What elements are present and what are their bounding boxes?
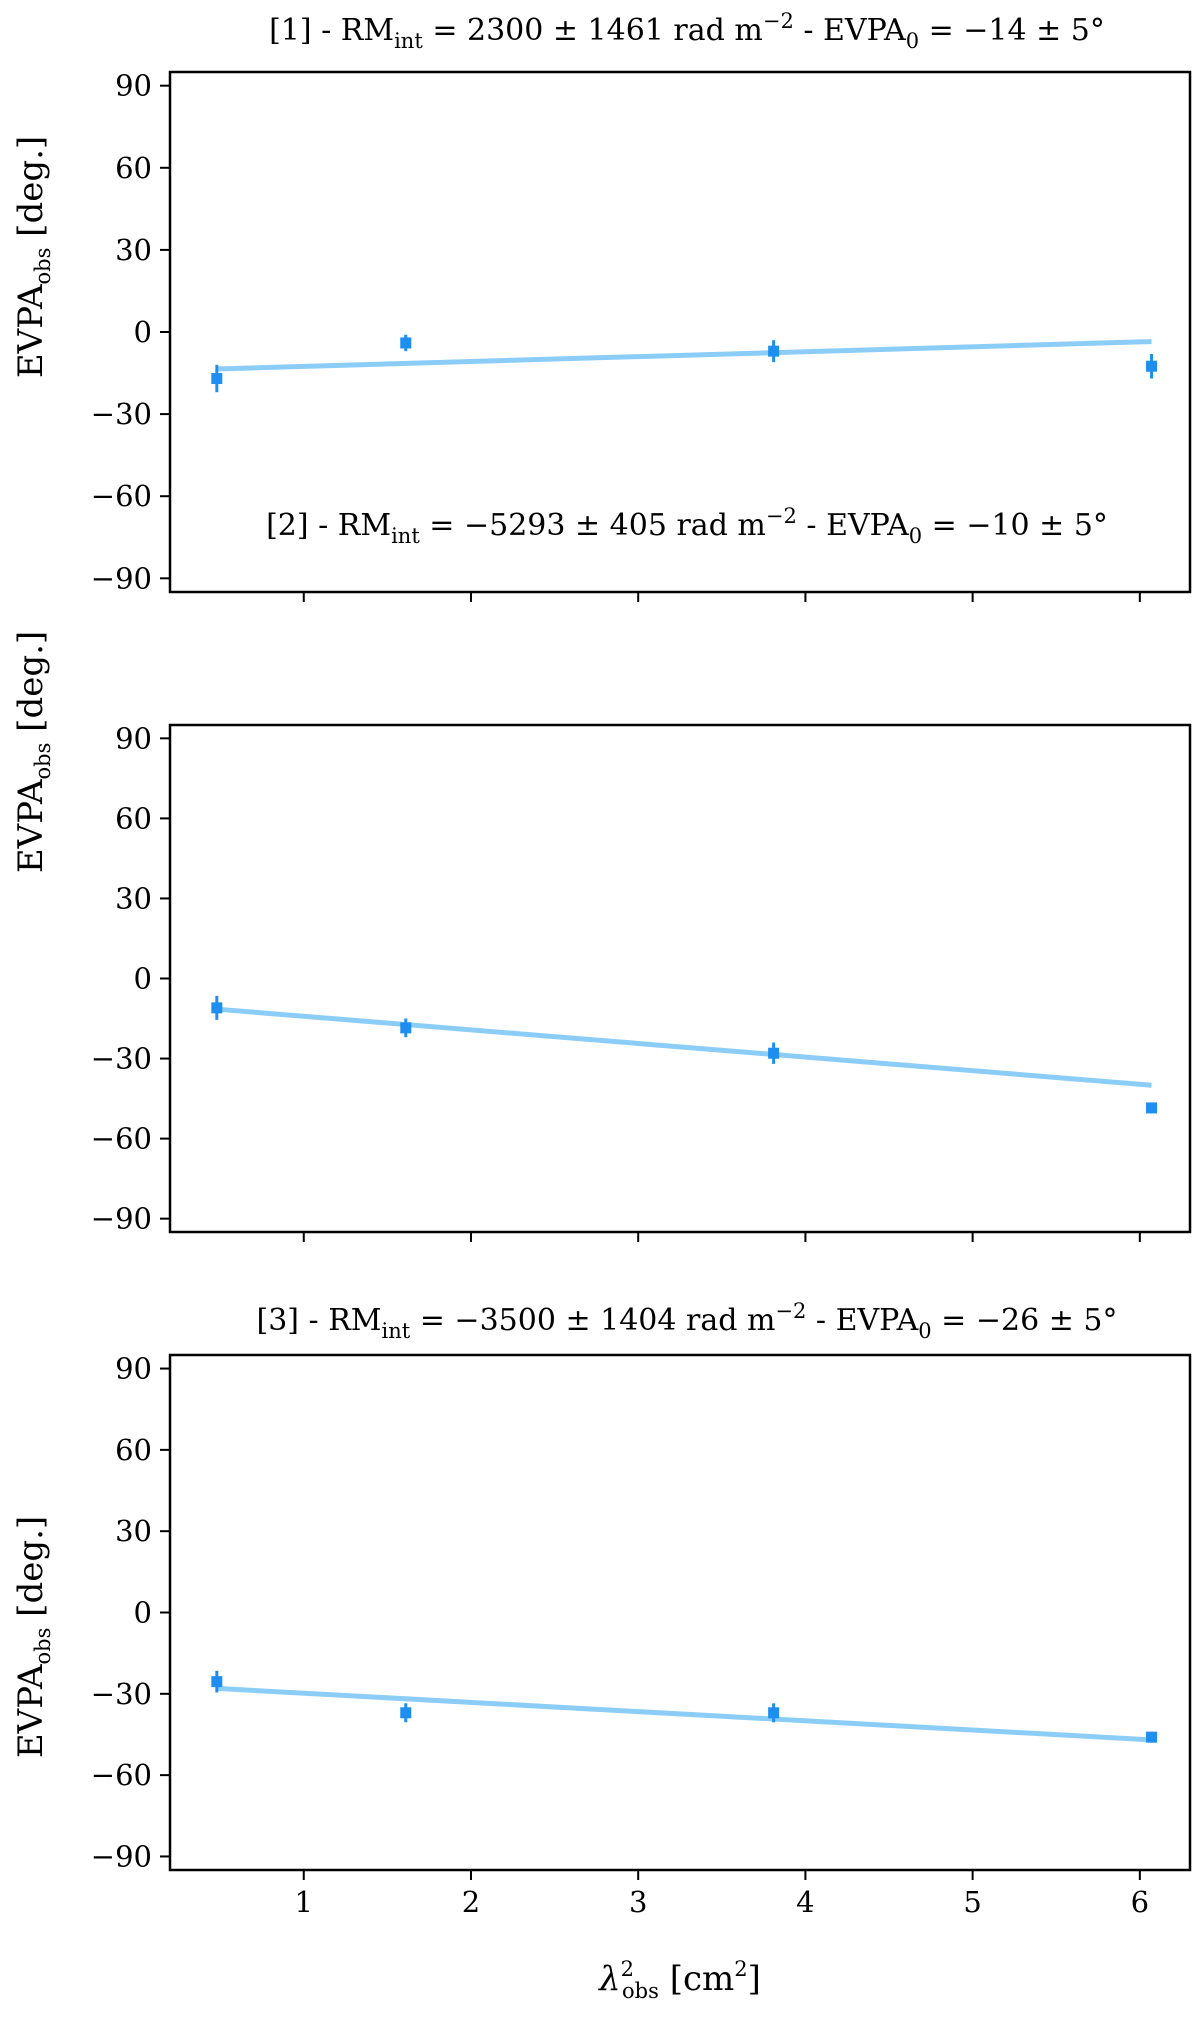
- panel-1-frame: [168, 70, 1192, 594]
- panel-2-plot: 90 60 30 0 −30 −60 −90: [91, 721, 1192, 1242]
- panel-3-title: [3] - RMint = −3500 ± 1404 rad m−2 - EVP…: [257, 1299, 1118, 1343]
- panel-3-xtick-label: 5: [963, 1885, 981, 1919]
- panel-1-ytick-label: −30: [91, 397, 152, 431]
- panel-1-title: [1] - RMint = 2300 ± 1461 rad m−2 - EVPA…: [269, 9, 1105, 53]
- panel-1-ytick-label: 60: [115, 151, 152, 185]
- panel-1-data-point: [768, 345, 780, 357]
- panel-3-ytick-label: 0: [134, 1596, 152, 1630]
- panel-3-data-point: [1146, 1731, 1158, 1743]
- panel-3-ytick-label: 60: [115, 1433, 152, 1467]
- panel-3-xtick-label: 6: [1131, 1885, 1149, 1919]
- panel-2-ytick-label: 30: [115, 881, 152, 915]
- panel-1-ylabel: EVPAobs [deg.]: [11, 136, 55, 378]
- panel-3: [3] - RMint = −3500 ± 1404 rad m−2 - EVP…: [11, 1299, 1192, 1919]
- shared-xlabel: λ2 obs [cm2]: [597, 1957, 761, 2003]
- panel-1: [1] - RMint = 2300 ± 1461 rad m−2 - EVPA…: [11, 9, 1192, 602]
- panel-2-ytick-label: −30: [91, 1042, 152, 1076]
- panel-2-fit-line: [216, 1006, 1152, 1088]
- panel-3-ytick-label: −60: [91, 1758, 152, 1792]
- panel-2-ytick-label: 0: [134, 962, 152, 996]
- panel-3-plot: 90 60 30 0 −30 −60 −90 1 2 3 4 5 6: [91, 1352, 1192, 1919]
- panel-2-ytick-label: 90: [115, 721, 152, 755]
- panel-1-data-point: [400, 337, 412, 349]
- panel-3-xtick-label: 4: [796, 1885, 814, 1919]
- panel-1-plot: 90 60 30 0 −30 −60 −90: [91, 69, 1192, 602]
- panel-1-ytick-label: 0: [134, 315, 152, 349]
- panel-3-data-point: [211, 1676, 223, 1688]
- panel-3-xtick-label: 3: [629, 1885, 647, 1919]
- panel-1-fit-line: [216, 339, 1152, 372]
- panel-2-ytick-label: −60: [91, 1122, 152, 1156]
- panel-3-xtick-label: 2: [462, 1885, 480, 1919]
- panel-1-ytick-label: −90: [91, 561, 152, 595]
- panel-1-ytick-label: −60: [91, 479, 152, 513]
- panel-3-data-point: [400, 1707, 412, 1719]
- panel-3-ytick-label: −30: [91, 1677, 152, 1711]
- panel-3-frame: [168, 1353, 1192, 1872]
- panel-3-xtick-label: 1: [295, 1885, 313, 1919]
- panel-3-ytick-label: 30: [115, 1514, 152, 1548]
- panel-3-ylabel: EVPAobs [deg.]: [11, 1516, 55, 1758]
- panel-2-data-point: [400, 1022, 412, 1034]
- panel-3-ytick-label: 90: [115, 1352, 152, 1386]
- panel-3-fit-line: [216, 1685, 1152, 1743]
- panel-2-title: [2] - RMint = −5293 ± 405 rad m−2 - EVPA…: [266, 504, 1108, 548]
- panel-1-data-point: [211, 373, 223, 385]
- panel-3-ytick-label: −90: [91, 1839, 152, 1873]
- panel-2-data-point: [1146, 1102, 1158, 1114]
- panel-2: [2] - RMint = −5293 ± 405 rad m−2 - EVPA…: [11, 504, 1192, 1242]
- panel-3-data-point: [768, 1707, 780, 1719]
- panel-2-ylabel: EVPAobs [deg.]: [11, 631, 55, 873]
- panel-1-ytick-label: 30: [115, 233, 152, 267]
- panel-2-data-point: [768, 1047, 780, 1059]
- panel-1-data-point: [1146, 360, 1158, 372]
- panel-1-ytick-label: 90: [115, 69, 152, 103]
- panel-2-ytick-label: −90: [91, 1202, 152, 1236]
- panel-2-frame: [168, 723, 1192, 1234]
- panel-2-ytick-label: 60: [115, 801, 152, 835]
- panel-2-data-point: [211, 1002, 223, 1014]
